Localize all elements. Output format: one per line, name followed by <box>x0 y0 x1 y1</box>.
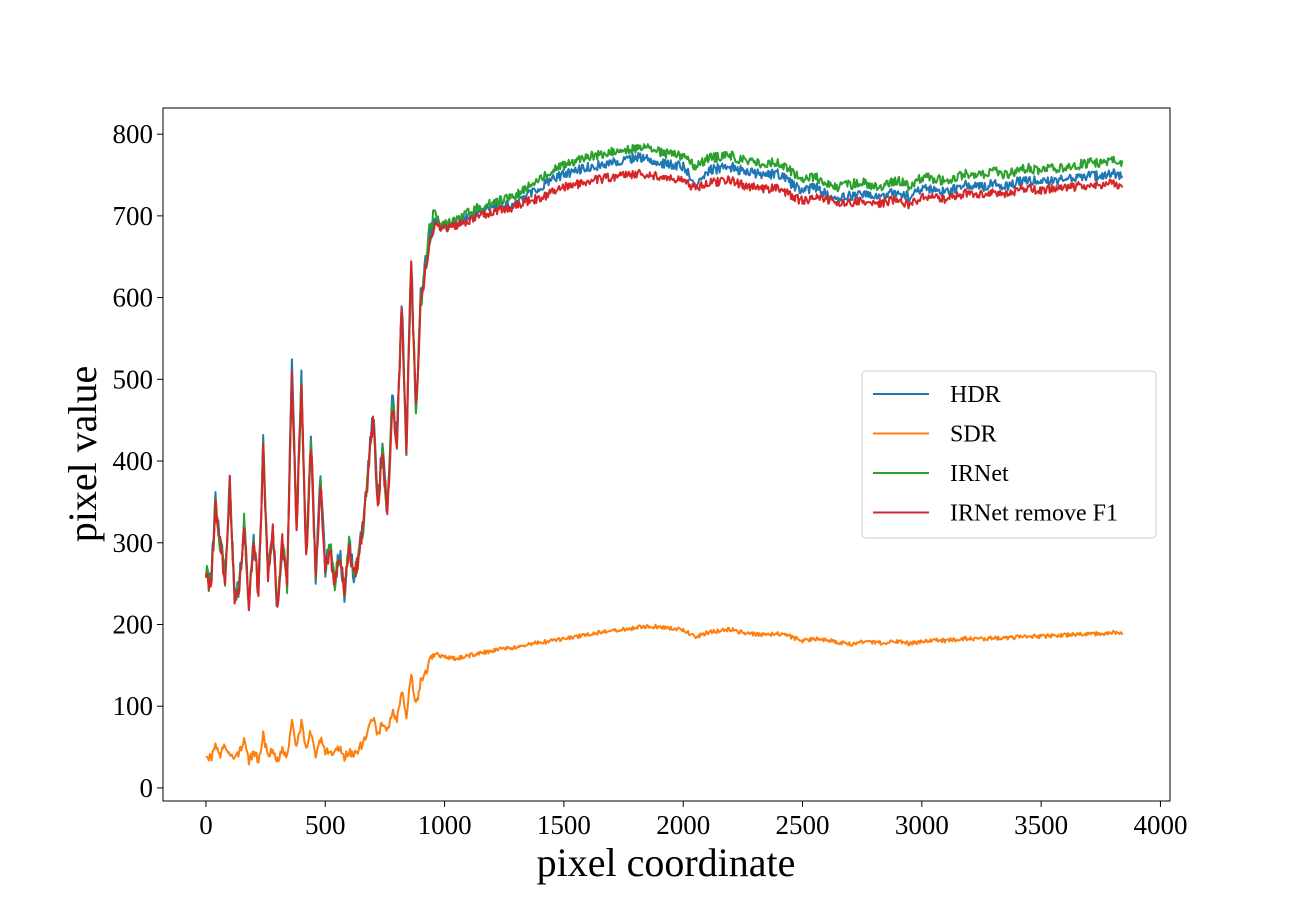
x-tick-label: 2000 <box>656 810 710 840</box>
plot-frame <box>162 107 1171 802</box>
y-tick-label: 300 <box>113 528 154 558</box>
x-tick-label: 0 <box>199 810 213 840</box>
series-line-sdr <box>205 623 1124 766</box>
legend-label: IRNet <box>950 461 1009 487</box>
x-axis: 0 500 1000 1500 2000 2500 3000 3500 4000 <box>199 801 1187 840</box>
y-tick-label: 100 <box>113 691 154 721</box>
legend-items: HDR SDR IRNet IRNet remove F1 <box>873 382 1118 527</box>
x-tick-label: 2500 <box>776 810 830 840</box>
y-axis: 0 100 200 300 400 500 600 700 800 <box>113 119 163 803</box>
series-lines <box>205 143 1124 766</box>
x-axis-title: pixel coordinate <box>537 840 796 885</box>
series-line-irnet-remove-f1 <box>205 168 1124 612</box>
y-tick-label: 200 <box>113 609 154 639</box>
y-tick-label: 400 <box>113 446 154 476</box>
legend-box <box>861 370 1157 539</box>
y-axis-title: pixel value <box>60 366 105 543</box>
y-tick-label: 600 <box>113 283 154 313</box>
y-tick-label: 0 <box>140 773 154 803</box>
legend-label: HDR <box>950 382 1001 408</box>
x-tick-label: 1500 <box>537 810 591 840</box>
x-tick-label: 4000 <box>1133 810 1187 840</box>
legend-label: SDR <box>950 422 997 448</box>
legend-label: IRNet remove F1 <box>950 501 1118 527</box>
x-tick-label: 500 <box>305 810 346 840</box>
legend: HDR SDR IRNet IRNet remove F1 <box>861 370 1157 539</box>
y-tick-label: 700 <box>113 201 154 231</box>
x-tick-label: 3500 <box>1014 810 1068 840</box>
x-tick-label: 3000 <box>895 810 949 840</box>
y-tick-label: 800 <box>113 119 154 149</box>
y-tick-label: 500 <box>113 364 154 394</box>
series-line-irnet <box>205 143 1124 606</box>
x-tick-label: 1000 <box>418 810 472 840</box>
